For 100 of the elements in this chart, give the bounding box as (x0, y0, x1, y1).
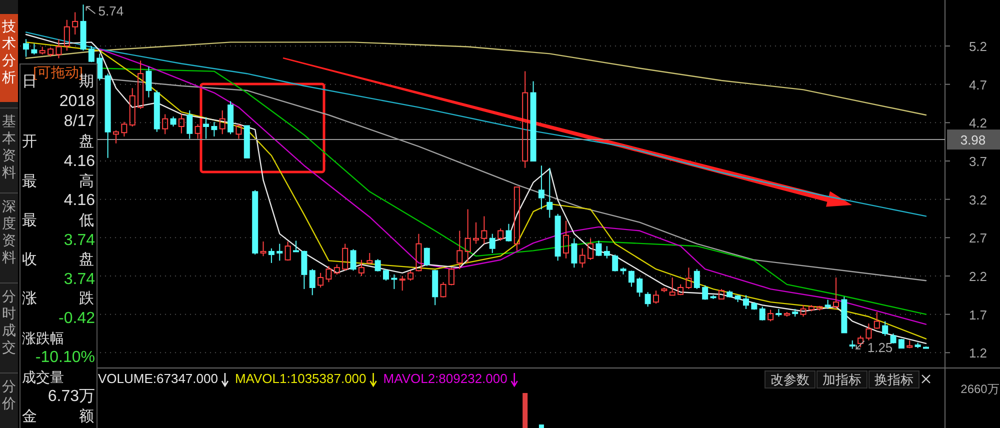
candlestick (563, 220, 569, 259)
candlestick (162, 114, 168, 135)
candlestick (669, 277, 676, 296)
y-tick-label: 2.2 (968, 269, 988, 284)
text: MAVOL2:809232.000 (383, 371, 508, 386)
annotation: -0.42 (58, 310, 96, 327)
candlestick (644, 292, 651, 308)
candlestick (72, 12, 78, 35)
annotation: 3.74 (64, 271, 96, 288)
candlestick (170, 116, 176, 127)
candlestick (702, 284, 708, 300)
candlestick (260, 241, 266, 257)
candlestick (604, 246, 610, 259)
text: 改参数 (770, 372, 810, 387)
annotation: 3.74 (64, 232, 96, 249)
annotation: 4.16 (64, 192, 96, 209)
text: 深度资料 (2, 198, 16, 265)
candlestick (56, 38, 62, 59)
candlestick (546, 167, 553, 218)
ref-line-label: 3.98 (960, 132, 986, 148)
candlestick (489, 233, 496, 254)
candlestick (636, 277, 643, 298)
annotation: 4.16 (64, 153, 96, 170)
candlestick (399, 276, 406, 292)
annotation: -10.10% (35, 349, 95, 366)
candlestick (268, 248, 274, 264)
candlestick (138, 60, 144, 110)
text: 技术分析 (1, 18, 16, 85)
text: MAVOL1:1035387.000 (234, 371, 366, 386)
candlestick (522, 70, 528, 168)
y-tick-label: 1.7 (968, 307, 988, 322)
text: VOLUME:67347.000 (98, 371, 218, 386)
text: 2660万 (960, 382, 1000, 396)
candlestick (628, 270, 634, 288)
candlestick (358, 259, 364, 276)
candlestick (882, 320, 888, 336)
candlestick (219, 110, 226, 135)
candlestick (293, 240, 299, 252)
candlestick (579, 248, 586, 268)
candlestick (866, 323, 872, 341)
annotation: 8/17 (64, 113, 96, 130)
y-tick-label: 4.7 (968, 77, 988, 92)
candlestick (309, 268, 316, 296)
candlestick (473, 222, 479, 244)
y-tick-label: 1.2 (968, 346, 988, 361)
candlestick (596, 240, 602, 257)
y-tick-label: 5.2 (968, 39, 988, 54)
candlestick (64, 19, 70, 52)
candlestick (391, 274, 398, 290)
line-series (25, 42, 927, 116)
candlestick (146, 66, 152, 98)
candlestick (694, 268, 700, 290)
candlestick (178, 114, 184, 134)
candlestick (350, 248, 356, 272)
annotation: 最高 (22, 173, 94, 190)
y-tick-label: 4.2 (968, 116, 988, 131)
text: 加指标 (822, 372, 862, 387)
candlestick (276, 243, 283, 262)
y-tick-label: 3.2 (968, 192, 988, 208)
candlestick (186, 110, 193, 140)
candlestick (129, 88, 136, 127)
candlestick (113, 130, 119, 144)
text: 成交量 (22, 369, 64, 385)
candlestick (424, 247, 430, 267)
annotation: 5.74 (98, 4, 124, 19)
annotation: 最低 (22, 212, 94, 229)
y-tick-label: 3.7 (968, 154, 988, 169)
candlestick (686, 267, 692, 290)
text: 换指标 (874, 372, 914, 387)
annotation: 开盘 (22, 133, 94, 150)
candlestick (612, 254, 618, 272)
candlestick (824, 299, 831, 310)
candlestick (464, 208, 471, 264)
annotation: 收盘 (22, 251, 94, 268)
candlestick (23, 38, 29, 58)
candlestick (538, 165, 544, 210)
annotation: 涨跌 (22, 290, 94, 307)
candlestick (743, 294, 749, 310)
annotation: 金额 (22, 408, 94, 425)
text: 基本资料 (2, 113, 16, 180)
candlestick (194, 124, 201, 140)
candlestick (506, 223, 512, 242)
candlestick (416, 233, 422, 272)
candlestick (571, 238, 578, 268)
text: 分时成交 (2, 288, 16, 355)
y-tick-label: 2.7 (968, 230, 988, 246)
candlestick (88, 46, 94, 63)
candlestick (383, 268, 389, 282)
annotation: 涨跌幅 (22, 330, 64, 346)
text: 分价 (1, 378, 16, 411)
annotation: 2018 (59, 93, 96, 110)
candlestick (833, 277, 839, 310)
candlestick (211, 121, 218, 137)
annotation: 1.25 (867, 340, 893, 355)
candlestick (890, 333, 896, 344)
candlestick (301, 250, 308, 290)
candlestick (31, 43, 38, 55)
candlestick (874, 312, 880, 330)
candlestick (203, 116, 209, 140)
annotation: 6.73万 (48, 388, 95, 405)
